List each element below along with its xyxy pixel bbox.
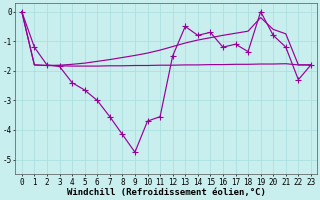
- X-axis label: Windchill (Refroidissement éolien,°C): Windchill (Refroidissement éolien,°C): [67, 188, 266, 197]
